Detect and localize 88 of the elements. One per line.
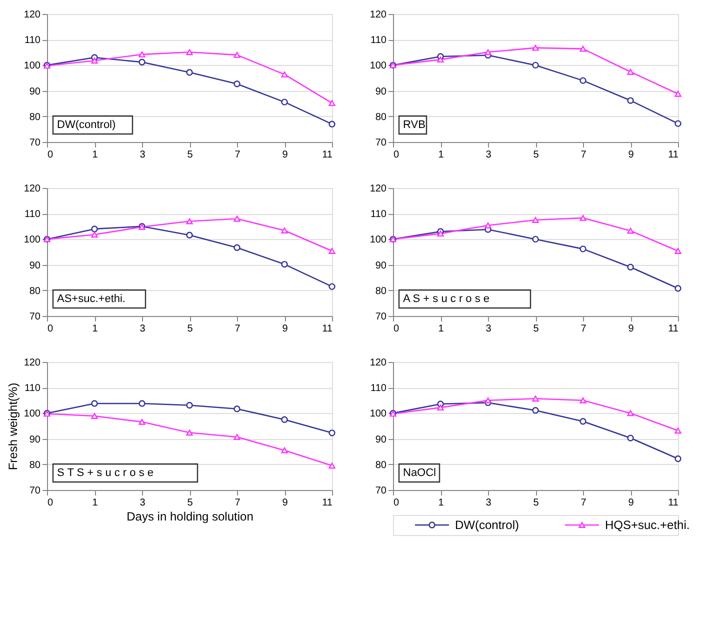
y-tick-label: 110 (24, 383, 41, 394)
x-tick-label: 1 (438, 150, 444, 160)
x-tick-label: 1 (92, 498, 98, 508)
y-tick-label: 70 (375, 486, 387, 496)
x-tick-label: 0 (394, 498, 400, 508)
x-tick-label: 5 (533, 498, 540, 508)
x-tick-label: 3 (140, 324, 146, 334)
legend-label: HQS+suc.+ethi. (605, 518, 690, 532)
x-tick-label: 3 (486, 324, 492, 334)
x-tick-label: 1 (438, 324, 444, 334)
x-tick-label: 11 (668, 150, 679, 160)
x-tick-label: 7 (234, 150, 241, 160)
x-tick-label: 0 (394, 324, 400, 334)
x-tick-label: 11 (322, 150, 333, 160)
x-tick-label: 5 (533, 150, 540, 160)
y-tick-label: 90 (29, 86, 41, 98)
y-tick-label: 110 (24, 35, 41, 46)
x-tick-label: 7 (234, 324, 241, 334)
x-tick-label: 5 (187, 150, 194, 160)
y-tick-label: 80 (375, 286, 387, 297)
y-tick-label: 100 (24, 60, 41, 72)
y-tick-label: 120 (370, 184, 387, 194)
x-tick-label: 3 (140, 498, 146, 508)
x-tick-label: 3 (140, 150, 146, 160)
x-axis-title: Days in holding solution (126, 510, 254, 524)
x-tick-label: 3 (486, 150, 492, 160)
y-tick-label: 70 (29, 486, 41, 496)
y-tick-label: 80 (29, 460, 41, 471)
y-tick-label: 70 (29, 312, 41, 322)
y-tick-label: 120 (24, 358, 41, 368)
x-tick-label: 3 (486, 498, 492, 508)
y-tick-label: 70 (375, 138, 387, 148)
x-tick-label: 0 (394, 150, 400, 160)
y-axis-title: Fresh weight(%) (6, 382, 20, 470)
x-tick-label: 7 (580, 498, 587, 508)
x-tick-label: 7 (580, 150, 587, 160)
y-tick-label: 120 (370, 10, 387, 20)
y-tick-label: 110 (370, 209, 387, 220)
annotation: RVB (403, 119, 426, 131)
y-tick-label: 100 (24, 234, 41, 246)
x-tick-label: 5 (187, 324, 194, 334)
annotation: DW(control) (57, 119, 116, 131)
x-tick-label: 11 (668, 324, 679, 334)
legend-label: DW(control) (455, 518, 520, 532)
y-tick-label: 70 (375, 312, 387, 322)
x-tick-label: 11 (322, 498, 333, 508)
y-tick-label: 110 (24, 209, 41, 220)
x-tick-label: 5 (187, 498, 194, 508)
y-tick-label: 80 (375, 460, 387, 471)
y-tick-label: 90 (375, 86, 387, 98)
y-tick-label: 80 (375, 112, 387, 123)
y-tick-label: 120 (24, 10, 41, 20)
y-tick-label: 90 (375, 260, 387, 272)
x-tick-label: 9 (628, 324, 634, 334)
annotation: A S + s u c r o s e (403, 293, 490, 305)
x-tick-label: 9 (282, 324, 288, 334)
y-tick-label: 80 (29, 112, 41, 123)
y-tick-label: 80 (29, 286, 41, 297)
x-tick-label: 7 (234, 498, 241, 508)
x-tick-label: 5 (533, 324, 540, 334)
x-tick-label: 1 (438, 498, 444, 508)
x-tick-label: 1 (92, 324, 98, 334)
y-tick-label: 90 (29, 434, 41, 446)
x-tick-label: 7 (580, 324, 587, 334)
y-tick-label: 100 (370, 234, 387, 246)
y-tick-label: 100 (370, 60, 387, 72)
y-tick-label: 110 (370, 383, 387, 394)
x-tick-label: 9 (628, 150, 634, 160)
y-tick-label: 110 (370, 35, 387, 46)
x-tick-label: 9 (282, 150, 288, 160)
x-tick-label: 0 (48, 324, 54, 334)
y-tick-label: 90 (29, 260, 41, 272)
y-tick-label: 90 (375, 434, 387, 446)
annotation: S T S + s u c r o s e (57, 467, 154, 479)
y-tick-label: 100 (370, 408, 387, 420)
x-tick-label: 9 (628, 498, 634, 508)
annotation: AS+suc.+ethi. (57, 293, 126, 305)
y-tick-label: 120 (24, 184, 41, 194)
y-tick-label: 100 (24, 408, 41, 420)
y-tick-label: 70 (29, 138, 41, 148)
x-tick-label: 0 (48, 498, 54, 508)
x-tick-label: 0 (48, 150, 54, 160)
x-tick-label: 1 (92, 150, 98, 160)
x-tick-label: 11 (322, 324, 333, 334)
x-tick-label: 9 (282, 498, 288, 508)
annotation: NaOCl (403, 467, 436, 479)
x-tick-label: 11 (668, 498, 679, 508)
y-tick-label: 120 (370, 358, 387, 368)
